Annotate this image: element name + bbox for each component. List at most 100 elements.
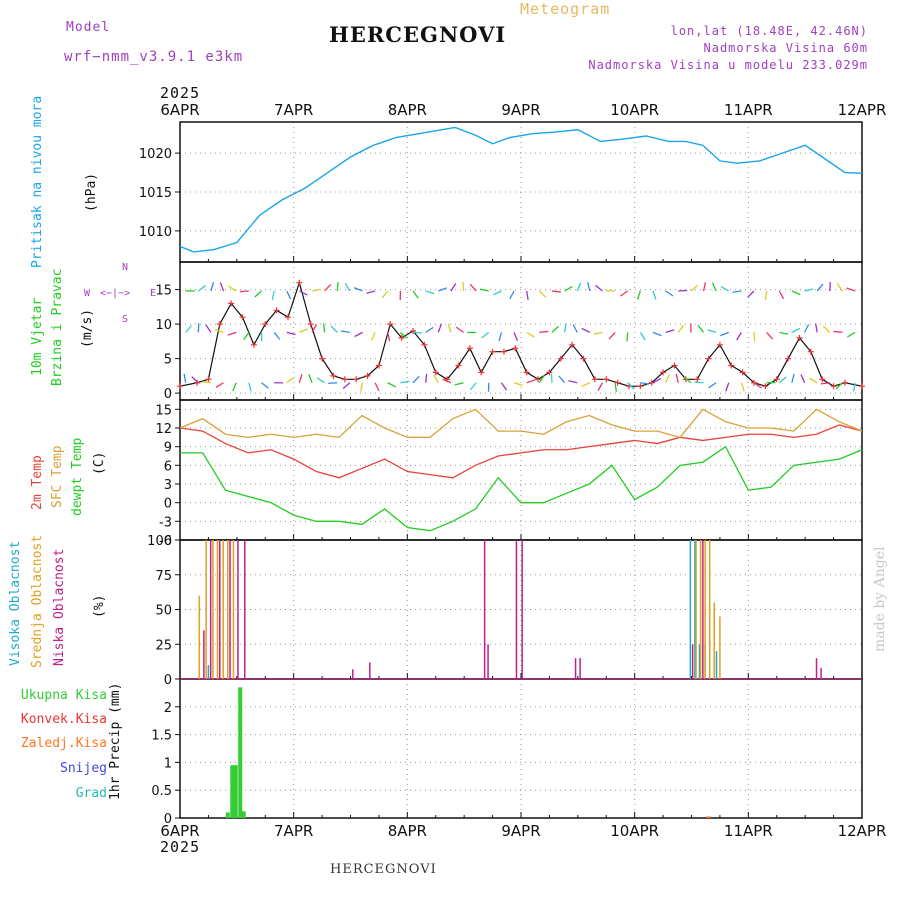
wind-speed-marker bbox=[785, 355, 792, 362]
wind-direction-arrow bbox=[558, 375, 566, 384]
wind-speed-marker bbox=[194, 379, 201, 386]
y-tick-label: -3 bbox=[159, 515, 172, 530]
year-top: 2025 bbox=[160, 84, 201, 102]
wind-speed-marker bbox=[569, 341, 576, 348]
wind-direction-arrow bbox=[563, 323, 567, 333]
wind-direction-arrow bbox=[779, 331, 789, 335]
wind-speed-marker bbox=[557, 355, 564, 362]
wind-direction-arrow bbox=[219, 282, 225, 292]
wind-direction-arrow bbox=[665, 329, 675, 334]
y-tick-label: 100 bbox=[147, 534, 172, 549]
precip-conv-label: Konvek.Kisa bbox=[20, 712, 107, 727]
wind-direction-arrow bbox=[597, 382, 604, 391]
y-tick-label: 0 bbox=[164, 497, 172, 512]
wind-direction-arrow bbox=[753, 382, 762, 389]
pressure-line bbox=[179, 126, 863, 253]
total-precip-bar bbox=[233, 765, 238, 818]
temp-2m-line bbox=[179, 424, 863, 479]
wind-speed-marker bbox=[330, 372, 337, 379]
wind-direction-arrow bbox=[399, 331, 408, 339]
wind-direction-arrow bbox=[747, 290, 755, 298]
wind-speed-marker bbox=[580, 355, 587, 362]
wind-direction-arrow bbox=[753, 332, 756, 342]
wind-direction-arrow bbox=[340, 330, 350, 334]
precip-hail-label: Grad bbox=[75, 786, 107, 801]
wind-direction-arrow bbox=[581, 327, 591, 333]
y-tick-label: 12 bbox=[155, 422, 172, 437]
wind-speed-marker bbox=[694, 376, 701, 383]
y-tick-label: 5 bbox=[164, 353, 172, 368]
y-tick-label: 9 bbox=[164, 441, 172, 456]
wind-speed-marker bbox=[591, 376, 598, 383]
y-tick-label: -6 bbox=[159, 534, 172, 549]
wind-direction-arrow bbox=[232, 382, 237, 392]
y-tick-label: 1010 bbox=[139, 225, 172, 240]
wind-direction-arrow bbox=[778, 376, 787, 384]
wind-direction-arrow bbox=[683, 376, 692, 384]
wind-direction-arrow bbox=[336, 281, 339, 292]
wind-direction-arrow bbox=[481, 331, 490, 339]
wind-direction-arrow bbox=[437, 323, 442, 333]
wind-speed-marker bbox=[319, 355, 326, 362]
x-tick-label-top: 12APR bbox=[838, 101, 887, 119]
wind-speed-marker bbox=[273, 307, 280, 314]
wind-direction-arrow bbox=[298, 373, 303, 383]
x-tick-label-bottom: 7APR bbox=[274, 822, 313, 840]
wind-direction-arrow bbox=[412, 375, 420, 384]
wind-speed-marker bbox=[728, 362, 735, 369]
wind-direction-arrow bbox=[381, 290, 389, 299]
wind-direction-arrow bbox=[311, 324, 318, 333]
x-tick-label-bottom: 12APR bbox=[838, 822, 887, 840]
wind-speed-marker bbox=[705, 355, 712, 362]
y-tick-label: 75 bbox=[155, 569, 172, 584]
wind-direction-arrow bbox=[809, 377, 818, 384]
wind-direction-arrow bbox=[412, 331, 423, 334]
frz-precip-bar bbox=[706, 816, 711, 818]
wind-direction-arrow bbox=[766, 331, 774, 340]
wind-speed-marker bbox=[228, 300, 235, 307]
wind-direction-arrow bbox=[214, 328, 224, 333]
meteogram-label: Meteogram bbox=[520, 0, 611, 18]
wind-direction-arrow bbox=[853, 382, 856, 392]
x-tick-label-bottom: 11APR bbox=[724, 822, 773, 840]
wind-direction-arrow bbox=[791, 327, 801, 333]
wind-direction-arrow bbox=[239, 290, 249, 293]
wind-speed-marker bbox=[478, 369, 485, 376]
x-tick-label-top: 10APR bbox=[610, 101, 659, 119]
wind-speed-marker bbox=[512, 345, 519, 352]
wind-direction-arrow bbox=[308, 374, 313, 383]
y-tick-label: 15 bbox=[155, 403, 172, 418]
wind-direction-arrow bbox=[215, 382, 224, 388]
wind-direction-arrow bbox=[425, 373, 428, 383]
wind-direction-arrow bbox=[593, 331, 603, 335]
wind-direction-arrow bbox=[366, 290, 376, 294]
footer-station: HERCEGNOVI bbox=[330, 862, 437, 877]
wind-speed-marker bbox=[762, 383, 769, 390]
wind-direction-arrow bbox=[732, 290, 742, 293]
y-tick-label: 0 bbox=[164, 387, 172, 402]
wind-direction-arrow bbox=[205, 324, 212, 333]
wind-speed-marker bbox=[216, 321, 223, 328]
wind-speed-marker bbox=[546, 369, 553, 376]
model-name: wrf−nmm_v3.9.1 e3km bbox=[64, 49, 244, 65]
wind-direction-arrow bbox=[185, 325, 192, 333]
wind-direction-arrow bbox=[568, 380, 578, 384]
wind-speed-marker bbox=[716, 341, 723, 348]
x-tick-label-top: 7APR bbox=[274, 101, 313, 119]
wind-direction-arrow bbox=[509, 290, 515, 300]
wind-direction-arrow bbox=[479, 288, 489, 292]
y-tick-label: 25 bbox=[155, 638, 172, 653]
wind-direction-arrow bbox=[725, 382, 730, 392]
wind-direction-arrow bbox=[387, 382, 397, 388]
wind-speed-marker bbox=[341, 376, 348, 383]
wind-direction-arrow bbox=[286, 331, 296, 336]
x-tick-label-bottom: 6APR bbox=[160, 822, 199, 840]
wind-direction-arrow bbox=[210, 282, 215, 292]
wind-speed-marker bbox=[239, 314, 246, 321]
wind-direction-arrow bbox=[286, 290, 292, 300]
wind-direction-arrow bbox=[387, 332, 391, 342]
wind-direction-arrow bbox=[587, 282, 591, 292]
wind-direction-arrow bbox=[820, 382, 830, 385]
wind-direction-arrow bbox=[469, 283, 477, 292]
wind-direction-arrow bbox=[675, 373, 679, 383]
